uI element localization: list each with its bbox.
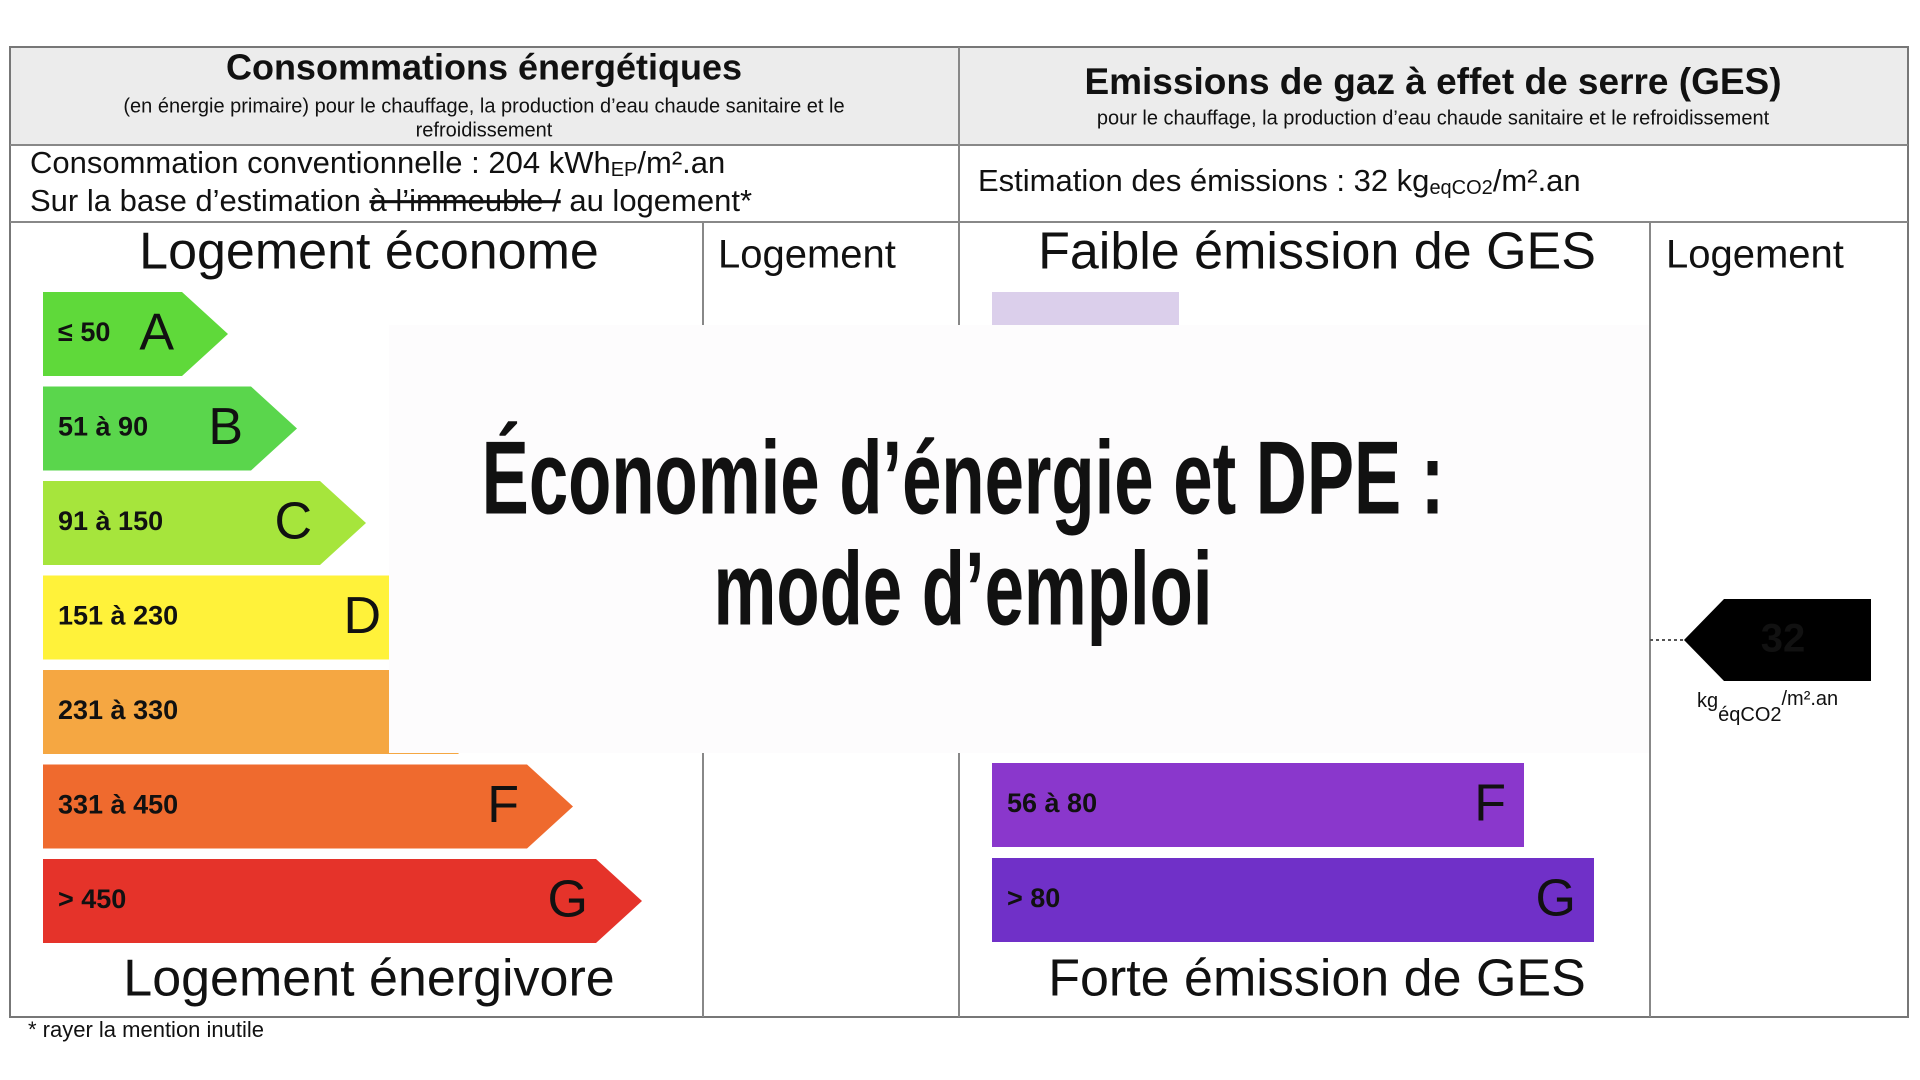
consumption-label: Consommation conventionnelle : 204 kWh — [30, 145, 611, 180]
column-label: Logement — [718, 233, 896, 277]
energy-class-bar — [43, 575, 435, 660]
basis-suffix: au logement* — [561, 183, 752, 218]
consumption: Consommation conventionnelle : 204 kWhEP… — [30, 145, 725, 181]
class-letter: D — [343, 587, 381, 645]
energy-class-bar — [43, 764, 573, 849]
scale-top-label: Logement économe — [139, 223, 599, 281]
estimate: Estimation des émissions : 32 kgeqCO2/m²… — [978, 163, 1581, 199]
marker-value: 32 — [1761, 617, 1806, 661]
class-range: 56 à 80 — [1007, 788, 1097, 818]
marker-unit-main: kg — [1697, 690, 1718, 712]
class-range: 331 à 450 — [58, 790, 178, 820]
class-range: 51 à 90 — [58, 412, 148, 442]
marker-unit: kgéqCO2/m².an — [1697, 688, 1838, 726]
estimate-unit: /m².an — [1493, 163, 1581, 198]
column-label: Logement — [1666, 233, 1844, 277]
class-range: 91 à 150 — [58, 506, 163, 536]
overlay-line: mode d’emploi — [714, 530, 1213, 647]
energy-class-bar — [43, 481, 366, 565]
class-letter: F — [1474, 775, 1506, 833]
class-range: > 80 — [1007, 883, 1060, 913]
energy-class-bar — [43, 292, 228, 376]
basis-struck: à l’immeuble / — [369, 183, 561, 218]
consumption-sub: EP — [611, 159, 638, 181]
energy-class-bar — [43, 386, 297, 471]
class-range: ≤ 50 — [58, 317, 110, 347]
marker — [1684, 599, 1871, 681]
marker-unit-sub: éqCO2 — [1718, 704, 1781, 726]
energy-class-bar — [43, 670, 504, 754]
header-subtitle: pour le chauffage, la production d’eau c… — [1097, 107, 1770, 129]
footnote: * rayer la mention inutile — [28, 1017, 264, 1042]
header-title: Emissions de gaz à effet de serre (GES) — [1084, 61, 1781, 102]
emission-class-bar — [992, 858, 1594, 942]
class-letter: F — [487, 776, 519, 834]
scale-bottom-label: Forte émission de GES — [1048, 950, 1586, 1008]
header-subtitle: (en énergie primaire) pour le chauffage,… — [123, 95, 844, 117]
class-letter: G — [1536, 870, 1576, 928]
overlay-title: mode d’emploi — [714, 530, 1213, 647]
overlay-title: Économie d’énergie et DPE : — [482, 419, 1445, 536]
scale-bottom-label: Logement énergivore — [123, 950, 614, 1008]
class-letter: G — [548, 871, 588, 929]
class-range: 231 à 330 — [58, 695, 178, 725]
emission-class-bar — [992, 763, 1524, 847]
estimate-sub: eqCO2 — [1429, 177, 1492, 199]
class-letter: A — [139, 304, 174, 362]
overlay-card — [389, 325, 1649, 753]
header-subtitle: refroidissement — [416, 119, 553, 141]
scale-top-label: Faible émission de GES — [1038, 223, 1596, 281]
header-title: Consommations énergétiques — [226, 47, 742, 88]
estimate-label: Estimation des émissions : 32 kg — [978, 163, 1429, 198]
marker-unit-suffix: /m².an — [1782, 688, 1839, 710]
energy-class-bar — [43, 859, 642, 943]
class-range: 151 à 230 — [58, 601, 178, 631]
overlay-line: Économie d’énergie et DPE : — [482, 419, 1445, 536]
class-letter: C — [274, 493, 312, 551]
class-letter: B — [208, 398, 243, 456]
basis-prefix: Sur la base d’estimation — [30, 183, 369, 218]
basis: Sur la base d’estimation à l’immeuble / … — [30, 183, 752, 218]
class-range: > 450 — [58, 884, 126, 914]
consumption-unit: /m².an — [637, 145, 725, 180]
